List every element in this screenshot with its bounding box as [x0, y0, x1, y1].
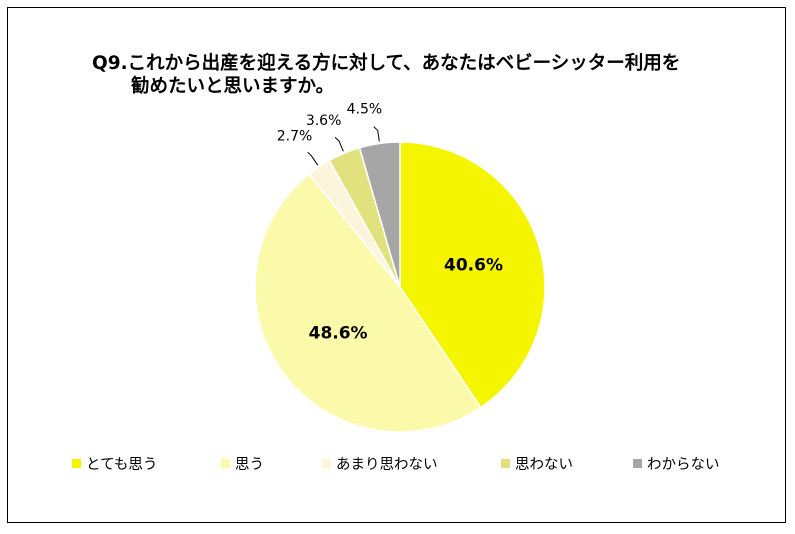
legend-swatch-4 — [501, 459, 510, 468]
data-label-5: 4.5% — [347, 102, 383, 118]
legend-item-2: 思う — [221, 453, 264, 474]
legend-item-4: 思わない — [501, 453, 573, 474]
legend-swatch-5 — [633, 459, 642, 468]
leader-line-4 — [334, 136, 344, 152]
chart-title: Q9.これから出産を迎える方に対して、あなたはベビーシッター利用を 勧めたいと思… — [92, 52, 732, 98]
data-label-1: 40.6% — [444, 256, 503, 276]
legend-swatch-1 — [72, 459, 81, 468]
data-label-4: 3.6% — [306, 113, 342, 129]
legend-label-4: 思わない — [515, 457, 573, 473]
leader-line-5 — [373, 126, 380, 142]
data-label-2: 48.6% — [309, 324, 368, 344]
legend-label-3: あまり思わない — [336, 457, 438, 473]
legend-item-3: あまり思わない — [322, 453, 438, 474]
chart-title-line2: 勧めたいと思いますか。 — [131, 76, 335, 97]
legend-item-1: とても思う — [72, 453, 157, 474]
legend-label-2: 思う — [235, 457, 264, 473]
chart-title-line1: Q9.これから出産を迎える方に対して、あなたはベビーシッター利用を — [92, 53, 681, 74]
legend-label-1: とても思う — [86, 457, 158, 473]
legend-label-5: わからない — [647, 457, 720, 473]
legend-swatch-3 — [322, 459, 331, 468]
legend-swatch-2 — [221, 459, 230, 468]
leader-line-3 — [307, 151, 319, 166]
legend-item-5: わからない — [633, 453, 720, 474]
pie-slice-5 — [358, 141, 401, 288]
pie-slice-2 — [254, 173, 482, 433]
pie-slice-1 — [399, 141, 546, 409]
data-label-3: 2.7% — [277, 129, 313, 145]
legend: とても思う 思う あまり思わない 思わない わからない — [72, 453, 762, 475]
